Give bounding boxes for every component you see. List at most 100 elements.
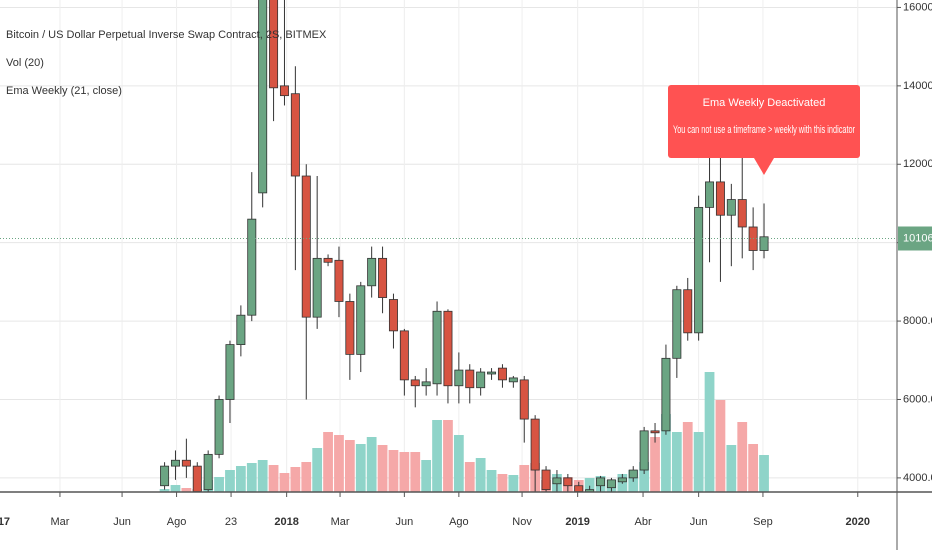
x-tick-label: Jun <box>395 516 413 528</box>
volume-bar <box>181 488 192 492</box>
candle-body <box>410 379 420 387</box>
volume-bar <box>323 432 333 492</box>
x-tick-label: 2018 <box>274 516 298 528</box>
volume-bar <box>671 432 682 492</box>
x-tick-label: Ago <box>167 516 187 528</box>
x-tick-label: Jun <box>690 516 708 528</box>
x-tick-label: Abr <box>634 516 651 528</box>
candle-body <box>203 453 213 491</box>
candle-body <box>247 218 257 316</box>
volume-bar <box>290 467 301 492</box>
candle-body <box>323 257 333 263</box>
candle-body <box>454 369 464 387</box>
candle-body <box>269 0 279 89</box>
candle-body <box>596 477 606 487</box>
volume-bar <box>279 473 290 492</box>
candle-body <box>606 479 616 489</box>
candle-body <box>672 289 682 359</box>
candle-body <box>683 289 693 334</box>
x-tick-label: 2019 <box>565 516 589 528</box>
candle-body <box>399 330 409 381</box>
y-tick-label: 8000.0 <box>903 315 932 327</box>
volume-bar <box>344 440 355 492</box>
candle-body <box>334 259 344 302</box>
candle-body <box>465 369 475 389</box>
volume-bar <box>486 470 497 492</box>
volume-bar <box>639 462 650 492</box>
annotation-title: Ema Weekly Deactivated <box>703 97 826 109</box>
volume-bar <box>726 445 737 492</box>
x-tick-label: 2017 <box>0 516 10 528</box>
candle-body <box>661 357 671 432</box>
volume-bar <box>388 450 399 492</box>
candle-body <box>160 465 170 487</box>
x-tick-label: Ago <box>449 516 469 528</box>
volume-bar <box>421 460 432 492</box>
candle-body <box>181 459 191 467</box>
candle-body <box>639 430 649 471</box>
volume-bar <box>257 460 268 492</box>
volume-bar <box>334 435 344 492</box>
candle-body <box>378 257 388 298</box>
x-tick-label: Nov <box>512 516 532 528</box>
x-tick-label: Jun <box>113 516 131 528</box>
volume-bar <box>704 372 715 492</box>
candle-body <box>541 469 551 491</box>
volume-bar <box>214 477 224 492</box>
volume-bar <box>737 422 748 492</box>
volume-bar <box>235 466 246 492</box>
last-price-box <box>898 226 932 251</box>
volume-bar <box>301 462 312 492</box>
volume-bar <box>650 437 660 492</box>
candle-body <box>225 344 235 400</box>
candle-body <box>258 0 268 194</box>
candle-body <box>421 381 431 387</box>
indicator-label: Vol (20) <box>6 57 44 69</box>
volume-bar <box>410 452 421 492</box>
volume-bar <box>584 478 595 492</box>
volume-bar <box>475 458 486 492</box>
x-tick-label: 2020 <box>846 516 870 528</box>
candle-body <box>519 379 529 420</box>
volume-bar <box>519 465 530 492</box>
y-tick-label: 14000.0 <box>903 80 932 92</box>
volume-bar <box>715 400 726 492</box>
volume-bar <box>246 463 257 492</box>
candle-body <box>279 85 289 97</box>
volume-bar <box>453 435 464 492</box>
candle-body <box>552 477 562 485</box>
candle-body <box>192 465 202 492</box>
candle-body <box>508 377 518 383</box>
x-tick-label: Mar <box>50 516 69 528</box>
y-tick-label: 16000.0 <box>903 1 932 13</box>
x-tick-label: Sep <box>753 516 773 528</box>
candle-body <box>236 314 246 345</box>
volume-bar <box>399 452 410 492</box>
candle-body <box>530 418 540 471</box>
candle-body <box>574 485 584 492</box>
candle-body <box>487 371 497 375</box>
volume-bar <box>268 465 279 492</box>
candle-body <box>356 285 366 355</box>
volume-bar <box>377 445 388 492</box>
last-price-label: 10106.5 <box>903 232 932 244</box>
volume-bar <box>312 448 323 492</box>
overlay: 4000.06000.08000.010000.012000.014000.01… <box>0 1 932 528</box>
y-tick-label: 4000.0 <box>903 472 932 484</box>
candle-body <box>617 477 627 483</box>
candle-body <box>497 367 507 381</box>
y-tick-label: 12000.0 <box>903 158 932 170</box>
volume-bar <box>225 470 235 492</box>
candle-body <box>726 199 736 216</box>
candle-body <box>476 371 486 389</box>
annotation-box <box>668 85 860 158</box>
candle-body <box>388 299 398 332</box>
chart-title: Bitcoin / US Dollar Perpetual Inverse Sw… <box>6 29 327 41</box>
volume-bar <box>508 475 519 492</box>
volume-bar <box>759 455 769 492</box>
candle-body <box>214 399 224 455</box>
candle-body <box>705 181 715 208</box>
candle-body <box>170 459 180 467</box>
volume-bar <box>748 444 759 492</box>
candle-body <box>715 181 725 216</box>
